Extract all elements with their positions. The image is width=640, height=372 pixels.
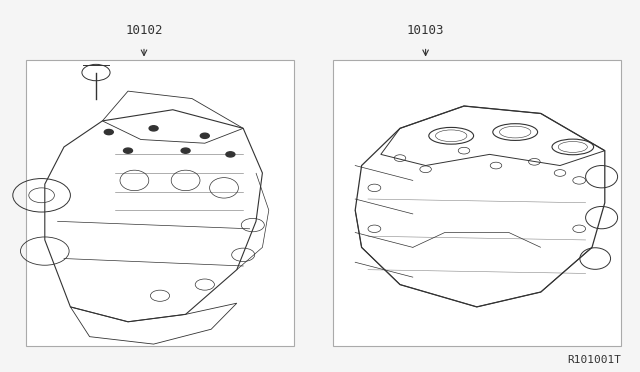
Text: 10102: 10102	[125, 24, 163, 37]
Text: R101001T: R101001T	[567, 355, 621, 365]
Circle shape	[181, 148, 190, 153]
Text: 10103: 10103	[407, 24, 444, 37]
Circle shape	[149, 126, 158, 131]
Bar	[333, 60, 621, 346]
Circle shape	[124, 148, 132, 153]
Circle shape	[200, 133, 209, 138]
Circle shape	[226, 152, 235, 157]
Bar	[26, 60, 294, 346]
Circle shape	[104, 129, 113, 135]
